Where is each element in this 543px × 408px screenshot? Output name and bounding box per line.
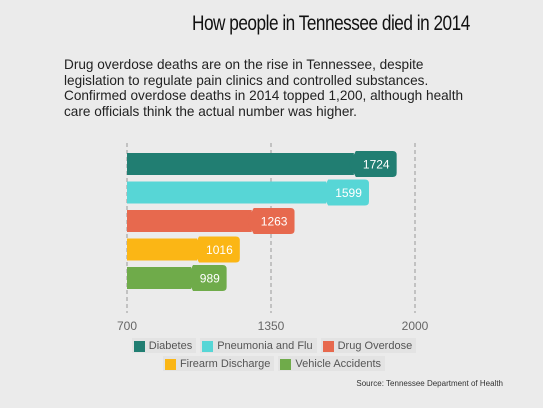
value-label-firearm-discharge: 1016 xyxy=(206,243,233,257)
chart-subtitle: Drug overdose deaths are on the rise in … xyxy=(64,57,464,119)
legend-swatch-diabetes xyxy=(133,340,145,352)
value-label-pneumonia-and-flu: 1599 xyxy=(335,186,362,200)
chart-title: How people in Tennessee died in 2014 xyxy=(192,12,470,35)
legend: Diabetes Pneumonia and Flu Drug Overdose… xyxy=(124,338,424,374)
bar-vehicle-accidents xyxy=(127,267,192,289)
bar-diabetes xyxy=(127,153,354,175)
x-tick-label-1350: 1350 xyxy=(258,319,285,333)
source-note: Source: Tennessee Department of Health xyxy=(356,379,503,388)
legend-item-firearm-discharge: Firearm Discharge xyxy=(162,356,275,371)
value-tag-diabetes xyxy=(348,151,397,177)
value-tag-firearm-discharge xyxy=(192,236,240,263)
legend-item-vehicle-accidents: Vehicle Accidents xyxy=(278,356,386,371)
value-tag-pneumonia-and-flu xyxy=(321,179,369,206)
legend-label-pneumonia-and-flu: Pneumonia and Flu xyxy=(217,340,313,352)
x-tick-label-700: 700 xyxy=(117,319,137,333)
legend-item-drug-overdose: Drug Overdose xyxy=(320,338,417,353)
legend-item-diabetes: Diabetes xyxy=(131,338,197,353)
value-label-diabetes: 1724 xyxy=(363,158,390,172)
legend-label-firearm-discharge: Firearm Discharge xyxy=(179,358,271,370)
legend-swatch-pneumonia-and-flu xyxy=(202,340,214,352)
legend-item-pneumonia-and-flu: Pneumonia and Flu xyxy=(200,338,317,353)
bar-pneumonia-and-flu xyxy=(127,181,327,204)
legend-swatch-drug-overdose xyxy=(322,340,334,352)
value-tag-vehicle-accidents xyxy=(186,265,227,291)
bar-drug-overdose xyxy=(127,210,252,232)
value-label-vehicle-accidents: 989 xyxy=(200,272,220,286)
value-tag-drug-overdose xyxy=(246,208,295,234)
legend-swatch-firearm-discharge xyxy=(164,358,176,370)
legend-label-diabetes: Diabetes xyxy=(148,340,193,352)
x-tick-label-2000: 2000 xyxy=(402,319,429,333)
legend-label-drug-overdose: Drug Overdose xyxy=(337,340,413,352)
bar-firearm-discharge xyxy=(127,238,198,261)
legend-swatch-vehicle-accidents xyxy=(280,358,292,370)
legend-label-vehicle-accidents: Vehicle Accidents xyxy=(295,358,382,370)
value-label-drug-overdose: 1263 xyxy=(261,215,288,229)
